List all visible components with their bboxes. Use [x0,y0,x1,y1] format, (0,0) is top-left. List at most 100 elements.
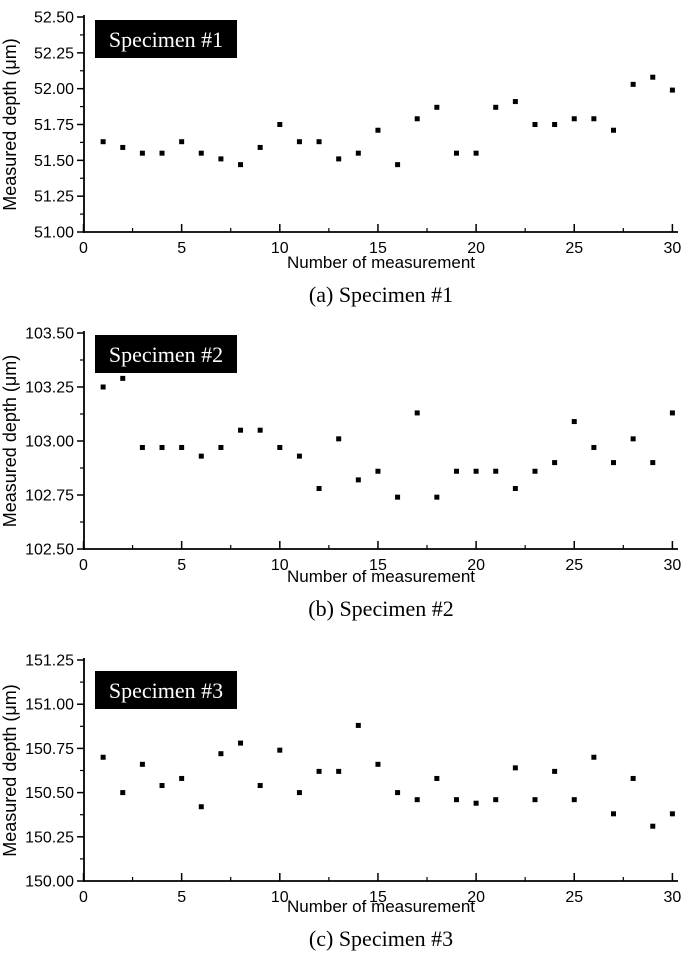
y-tick-label: 150.00 [25,874,74,891]
x-tick-label: 20 [467,240,485,257]
y-tick-label: 102.75 [25,488,74,505]
data-point [159,444,165,450]
data-point [159,150,165,156]
caption-a: (a) Specimen #1 [308,282,454,307]
data-point [198,453,204,459]
data-point [179,775,185,781]
y-tick-label: 103.25 [25,380,74,397]
x-tick-label: 30 [664,889,682,906]
y-tick-label: 51.50 [34,153,74,170]
legend-label: Specimen #2 [109,342,223,367]
y-tick-label: 102.50 [25,542,74,559]
chart-block-b: 102.50 102.75 103.00 103.25 103.50 0 5 10 15 20 25… [0,320,684,622]
data-point [611,127,617,133]
y-tick-label: 52.25 [34,45,74,62]
data-point [277,444,283,450]
data-point [591,444,597,450]
data-point [532,797,538,803]
data-point [512,765,518,771]
y-tick-label: 151.25 [25,653,74,670]
y-tick-label: 51.75 [34,117,74,134]
x-axis-title: Number of measurement [287,897,475,916]
x-tick-label: 10 [271,240,289,257]
data-point [120,790,126,796]
x-tick-label: 5 [177,557,186,574]
y-tick-label: 52.50 [34,10,74,27]
chart-block-a: 51.00 51.25 51.50 51.75 52.00 52.25 52.50 0 5 10 1… [0,6,684,308]
x-axis-ticks: 0 5 10 15 20 25 30 [79,541,681,574]
data-point [571,116,577,122]
scatter-plot-specimen-1: 51.00 51.25 51.50 51.75 52.00 52.25 52.50 0 5 10 1… [0,10,681,273]
data-point [159,783,165,789]
legend: Specimen #1 [95,20,237,58]
legend: Specimen #3 [95,671,237,709]
data-point [355,722,361,728]
data-point [336,436,342,442]
data-point [532,468,538,474]
x-tick-label: 30 [664,557,682,574]
data-point [493,104,499,110]
caption-c: (c) Specimen #3 [308,926,454,951]
data-point [395,790,401,796]
x-axis-title: Number of measurement [287,253,475,272]
data-point [650,460,656,466]
data-point [375,468,381,474]
data-point [316,768,322,774]
x-tick-label: 5 [177,889,186,906]
data-point [434,494,440,500]
data-point [355,477,361,483]
data-point [218,156,224,162]
x-tick-label: 15 [369,240,387,257]
data-points [100,722,675,829]
x-tick-label: 25 [565,240,583,257]
data-point [238,427,244,433]
data-point [238,740,244,746]
data-points [100,74,675,168]
data-point [532,122,538,127]
data-point [493,468,499,474]
data-point [257,144,263,150]
data-point [198,150,204,156]
data-point [198,804,204,810]
data-point [414,410,420,416]
y-axis-ticks: 150.00 150.25 150.50 150.75 151.00 151.25 [25,653,84,891]
y-tick-label: 51.25 [34,189,74,206]
x-axis-ticks: 0 5 10 15 20 25 30 [79,224,681,257]
x-tick-label: 15 [369,557,387,574]
y-tick-label: 103.00 [25,434,74,451]
data-point [434,104,440,110]
data-point [414,797,420,803]
data-point [316,486,322,492]
data-point [277,122,283,127]
data-point [316,139,322,145]
data-point [493,797,499,803]
data-point [611,460,617,466]
data-point [414,116,420,122]
data-point [669,811,675,817]
legend-box [95,335,237,373]
data-point [395,494,401,500]
x-tick-label: 15 [369,889,387,906]
data-point [179,444,185,450]
data-point [473,800,479,806]
caption-b: (b) Specimen #2 [308,596,454,621]
data-point [257,427,263,433]
x-axis-title: Number of measurement [287,567,475,586]
data-point [434,775,440,781]
y-tick-label: 52.00 [34,81,74,98]
data-point [277,747,283,753]
data-point [552,122,558,127]
y-tick-label: 151.00 [25,697,74,714]
y-axis-ticks: 102.50 102.75 103.00 103.25 103.50 [25,326,84,559]
x-tick-label: 0 [79,557,88,574]
data-point [179,139,185,145]
data-point [473,468,479,474]
data-point [296,790,302,796]
data-point [591,754,597,760]
x-tick-label: 30 [664,240,682,257]
data-point [552,768,558,774]
data-point [139,150,145,156]
data-point [630,436,636,442]
x-tick-label: 10 [271,889,289,906]
legend-label: Specimen #1 [109,27,223,52]
